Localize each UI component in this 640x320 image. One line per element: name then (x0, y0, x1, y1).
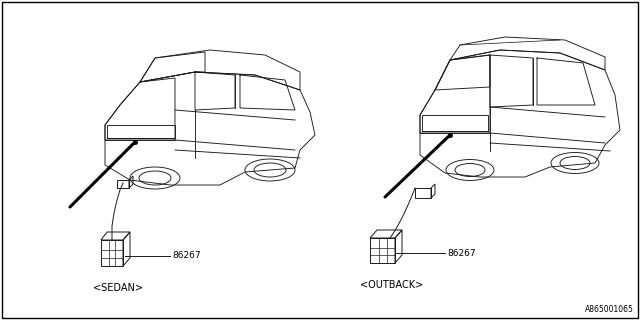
Text: <SEDAN>: <SEDAN> (93, 283, 143, 293)
Bar (107, 125, 175, 138)
Text: <OUTBACK>: <OUTBACK> (360, 280, 423, 290)
Bar (422, 115, 488, 131)
Text: A865001065: A865001065 (585, 305, 634, 314)
Text: 86267: 86267 (447, 249, 476, 258)
Text: 86267: 86267 (172, 252, 200, 260)
